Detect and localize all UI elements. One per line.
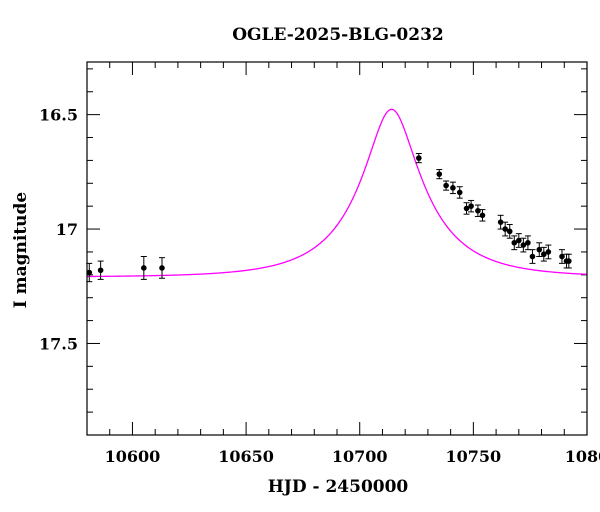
x-tick-label: 1080 [565, 447, 600, 466]
plot-frame [86, 61, 588, 436]
model-curve [86, 108, 588, 278]
point-marker [520, 242, 527, 248]
data-point [515, 233, 522, 248]
point-marker [529, 253, 536, 260]
point-marker [545, 249, 552, 255]
x-axis-title: HJD - 2450000 [268, 477, 409, 497]
data-point [502, 221, 509, 237]
y-tick-label: 16.5 [39, 106, 78, 125]
point-marker [559, 253, 565, 260]
x-tick-label: 10600 [105, 447, 161, 466]
data-point [565, 253, 572, 269]
data-point [520, 237, 527, 253]
data-point [463, 202, 470, 215]
data-points [86, 153, 572, 283]
plot-area [86, 108, 588, 283]
data-point [529, 249, 536, 264]
data-point [524, 235, 531, 251]
y-tick-label: 17 [56, 220, 78, 239]
data-point [511, 235, 518, 251]
tick-labels: 10600 10650 10700 10750 1080 16.5 17 17.5 [39, 106, 600, 466]
chart-title: OGLE-2025-BLG-0232 [232, 25, 444, 45]
data-point [456, 186, 463, 199]
point-marker [86, 269, 93, 276]
point-marker [463, 205, 470, 212]
point-marker [516, 237, 522, 244]
point-marker [159, 265, 165, 271]
data-point [545, 244, 552, 260]
point-marker [502, 226, 508, 232]
point-marker [416, 155, 422, 161]
point-marker [468, 203, 474, 209]
data-point [140, 256, 147, 280]
point-marker [525, 239, 531, 246]
y-tick-label: 17.5 [39, 334, 78, 353]
y-axis-title: I magnitude [11, 192, 31, 309]
point-marker [541, 251, 547, 258]
data-point [506, 223, 513, 239]
point-marker [511, 239, 518, 246]
x-tick-label: 10750 [446, 447, 502, 466]
data-point [449, 181, 456, 195]
data-point [559, 249, 565, 264]
point-marker [497, 219, 504, 225]
data-point [415, 153, 422, 164]
point-marker [475, 207, 481, 214]
point-marker [456, 189, 463, 196]
data-point [443, 180, 450, 191]
data-point [436, 169, 443, 180]
point-marker [479, 212, 486, 219]
point-marker [566, 258, 572, 264]
x-tick-label: 10700 [332, 447, 388, 466]
point-marker [450, 185, 456, 191]
data-point [97, 260, 104, 280]
data-point [540, 246, 547, 262]
point-marker [97, 267, 104, 274]
point-marker [141, 265, 147, 271]
data-point [159, 257, 165, 279]
point-marker [443, 182, 449, 189]
point-marker [536, 246, 543, 253]
data-point [536, 242, 543, 258]
axis-ticks [86, 62, 588, 436]
data-point [479, 209, 486, 222]
point-marker [436, 171, 443, 177]
data-point [468, 199, 475, 213]
data-point [474, 204, 481, 217]
point-marker [506, 228, 513, 235]
data-point [86, 262, 93, 283]
x-tick-label: 10650 [218, 447, 274, 466]
